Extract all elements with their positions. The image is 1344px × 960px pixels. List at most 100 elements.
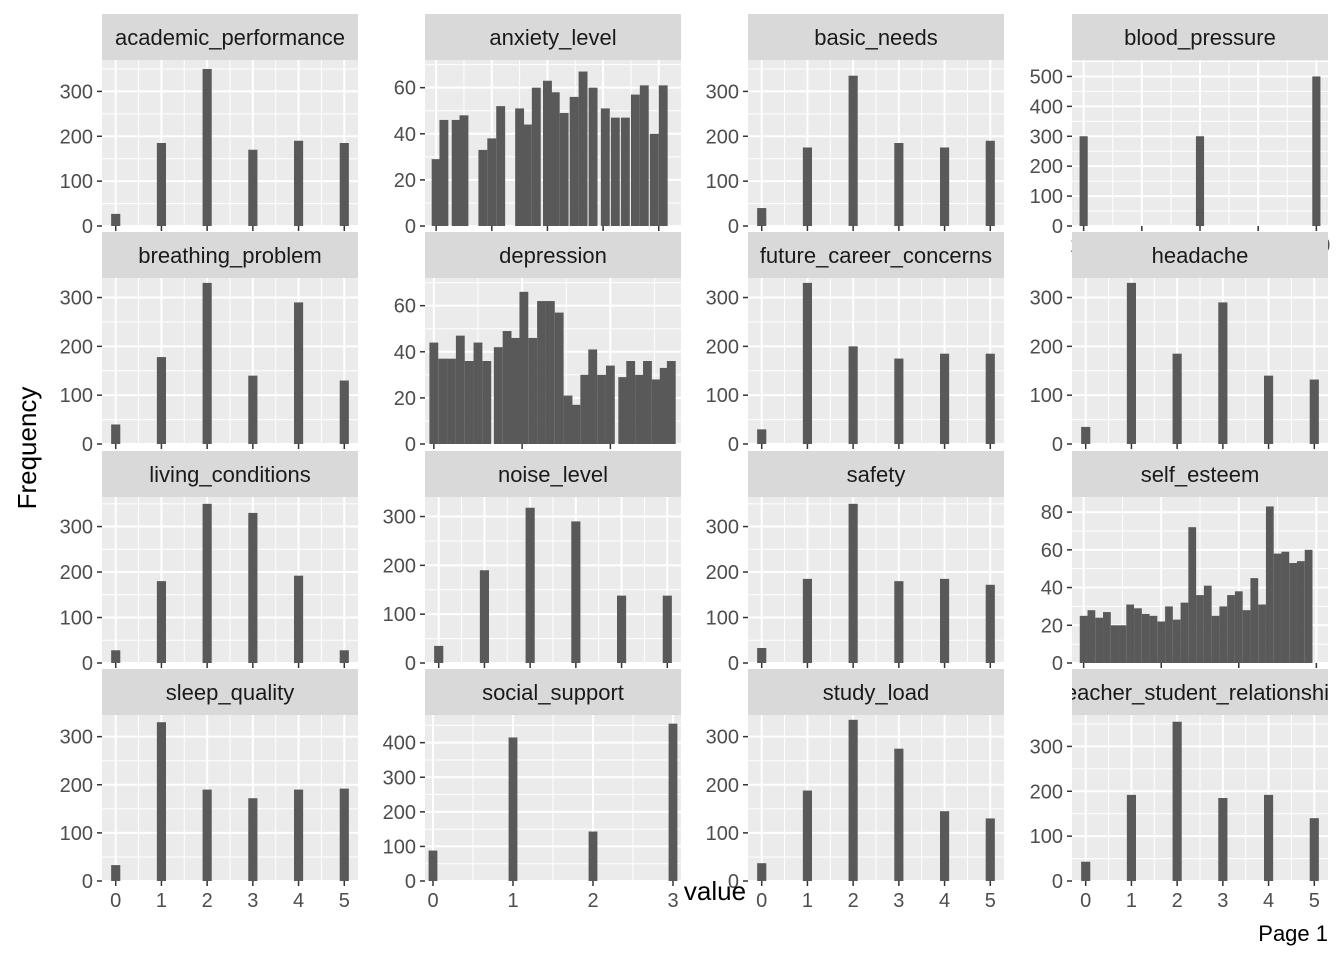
histogram-bar	[940, 811, 950, 881]
histogram-bar	[1265, 506, 1274, 663]
histogram-bar	[1219, 606, 1228, 663]
histogram-bar	[1165, 606, 1173, 663]
facet-strip	[102, 451, 358, 497]
histogram-bar	[757, 429, 767, 444]
histogram-bar	[1180, 602, 1189, 663]
facet-strip	[425, 669, 681, 715]
facet-strip	[748, 232, 1004, 278]
y-tick-label: 0	[728, 434, 739, 456]
histogram-bar	[1126, 794, 1136, 881]
facet-panel-sleep_quality: sleep_quality 0 100 200 300 0 1 2 3 4 5	[60, 669, 358, 912]
histogram-bar	[519, 291, 529, 444]
histogram-bar	[111, 650, 121, 663]
y-tick-label: 0	[728, 216, 739, 238]
facet-strip	[425, 14, 681, 60]
minor-grid	[102, 278, 358, 444]
y-tick-label: 200	[60, 336, 93, 358]
histogram-bar	[464, 361, 474, 444]
y-tick-label: 0	[405, 216, 416, 238]
facet-strip	[748, 14, 1004, 60]
histogram-bar	[588, 349, 598, 444]
facet-panel-noise_level: noise_level0100200300012345	[383, 451, 681, 694]
x-tick-label: 0	[427, 890, 438, 912]
histogram-bar	[508, 737, 518, 881]
x-tick-label: 3	[1217, 890, 1228, 912]
y-tick-label: 300	[383, 767, 416, 789]
histogram-bar	[339, 788, 349, 881]
y-tick-label: 300	[706, 727, 739, 749]
minor-grid	[102, 60, 358, 226]
histogram-bar	[1304, 549, 1313, 663]
minor-grid	[102, 497, 358, 663]
histogram-bar	[294, 140, 304, 226]
minor-grid	[425, 497, 681, 663]
histogram-bar	[473, 342, 483, 444]
histogram-bar	[626, 361, 636, 444]
histogram-bar	[1234, 591, 1243, 663]
histogram-bar	[985, 818, 995, 881]
page-label: Page 1	[1258, 921, 1328, 946]
histogram-bar	[1079, 136, 1088, 226]
minor-grid	[1072, 278, 1328, 444]
facet-strip	[1072, 669, 1328, 715]
histogram-bar	[757, 863, 767, 881]
y-tick-label: 40	[394, 342, 416, 364]
histogram-bar	[493, 347, 503, 444]
y-tick-label: 0	[405, 871, 416, 893]
y-tick-label: 300	[60, 517, 93, 539]
y-tick-label: 100	[706, 608, 739, 630]
facet-strip	[1072, 14, 1328, 60]
histogram-bar	[1149, 615, 1158, 663]
histogram-bar	[111, 213, 121, 226]
histogram-bar	[571, 521, 581, 663]
histogram-bar	[985, 353, 995, 444]
histogram-bar	[1196, 595, 1204, 663]
x-tick-label: 1	[1126, 890, 1137, 912]
y-tick-label: 200	[1030, 781, 1063, 803]
facet-strip-label: anxiety_level	[489, 25, 616, 50]
facet-strip	[425, 232, 681, 278]
x-tick-label: 4	[293, 890, 304, 912]
histogram-bar	[588, 87, 598, 227]
y-tick-label: 0	[728, 653, 739, 675]
y-tick-label: 60	[1041, 540, 1063, 562]
facet-strip-label: future_career_concerns	[760, 243, 992, 268]
minor-grid	[1072, 715, 1328, 881]
y-tick-label: 200	[1030, 336, 1063, 358]
histogram-bar	[447, 358, 456, 444]
histogram-bar	[531, 87, 541, 227]
histogram-bar	[1211, 615, 1220, 663]
histogram-bar	[438, 358, 448, 444]
y-tick-label: 200	[60, 775, 93, 797]
histogram-bar	[428, 850, 438, 881]
y-tick-label: 300	[383, 507, 416, 529]
y-tick-label: 200	[383, 555, 416, 577]
histogram-bar	[588, 831, 598, 881]
histogram-bar	[1289, 563, 1297, 663]
facet-strip	[748, 669, 1004, 715]
facet-strip	[1072, 232, 1328, 278]
histogram-bar	[156, 357, 166, 444]
histogram-bar	[294, 789, 304, 881]
facet-panel-future_career_concerns: future_career_concerns0100200300012345	[706, 232, 1004, 475]
facet-panel-basic_needs: basic_needs0100200300012345	[706, 14, 1004, 257]
histogram-bar	[1172, 353, 1182, 444]
histogram-bar	[429, 342, 439, 444]
facet-panel-social_support: social_support 0 100 200 300 400 0 1 2 3	[383, 669, 681, 912]
facet-panel-living_conditions: living_conditions0100200300012345	[60, 451, 358, 694]
x-tick-label: 4	[1263, 890, 1274, 912]
facet-panel-academic_performance: academic_performance0100200300012345	[60, 14, 358, 257]
facet-strip	[102, 232, 358, 278]
histogram-bar	[1118, 625, 1127, 663]
y-tick-label: 200	[383, 802, 416, 824]
x-axis-title: value	[684, 876, 746, 906]
histogram-bar	[156, 722, 166, 881]
histogram-bar	[528, 337, 538, 444]
histogram-bar	[1141, 613, 1150, 663]
y-tick-label: 100	[60, 608, 93, 630]
histogram-bar	[248, 149, 258, 226]
histogram-bar	[339, 143, 349, 226]
histogram-bar	[1309, 379, 1319, 444]
histogram-bar	[894, 143, 904, 226]
histogram-bar	[542, 80, 552, 226]
